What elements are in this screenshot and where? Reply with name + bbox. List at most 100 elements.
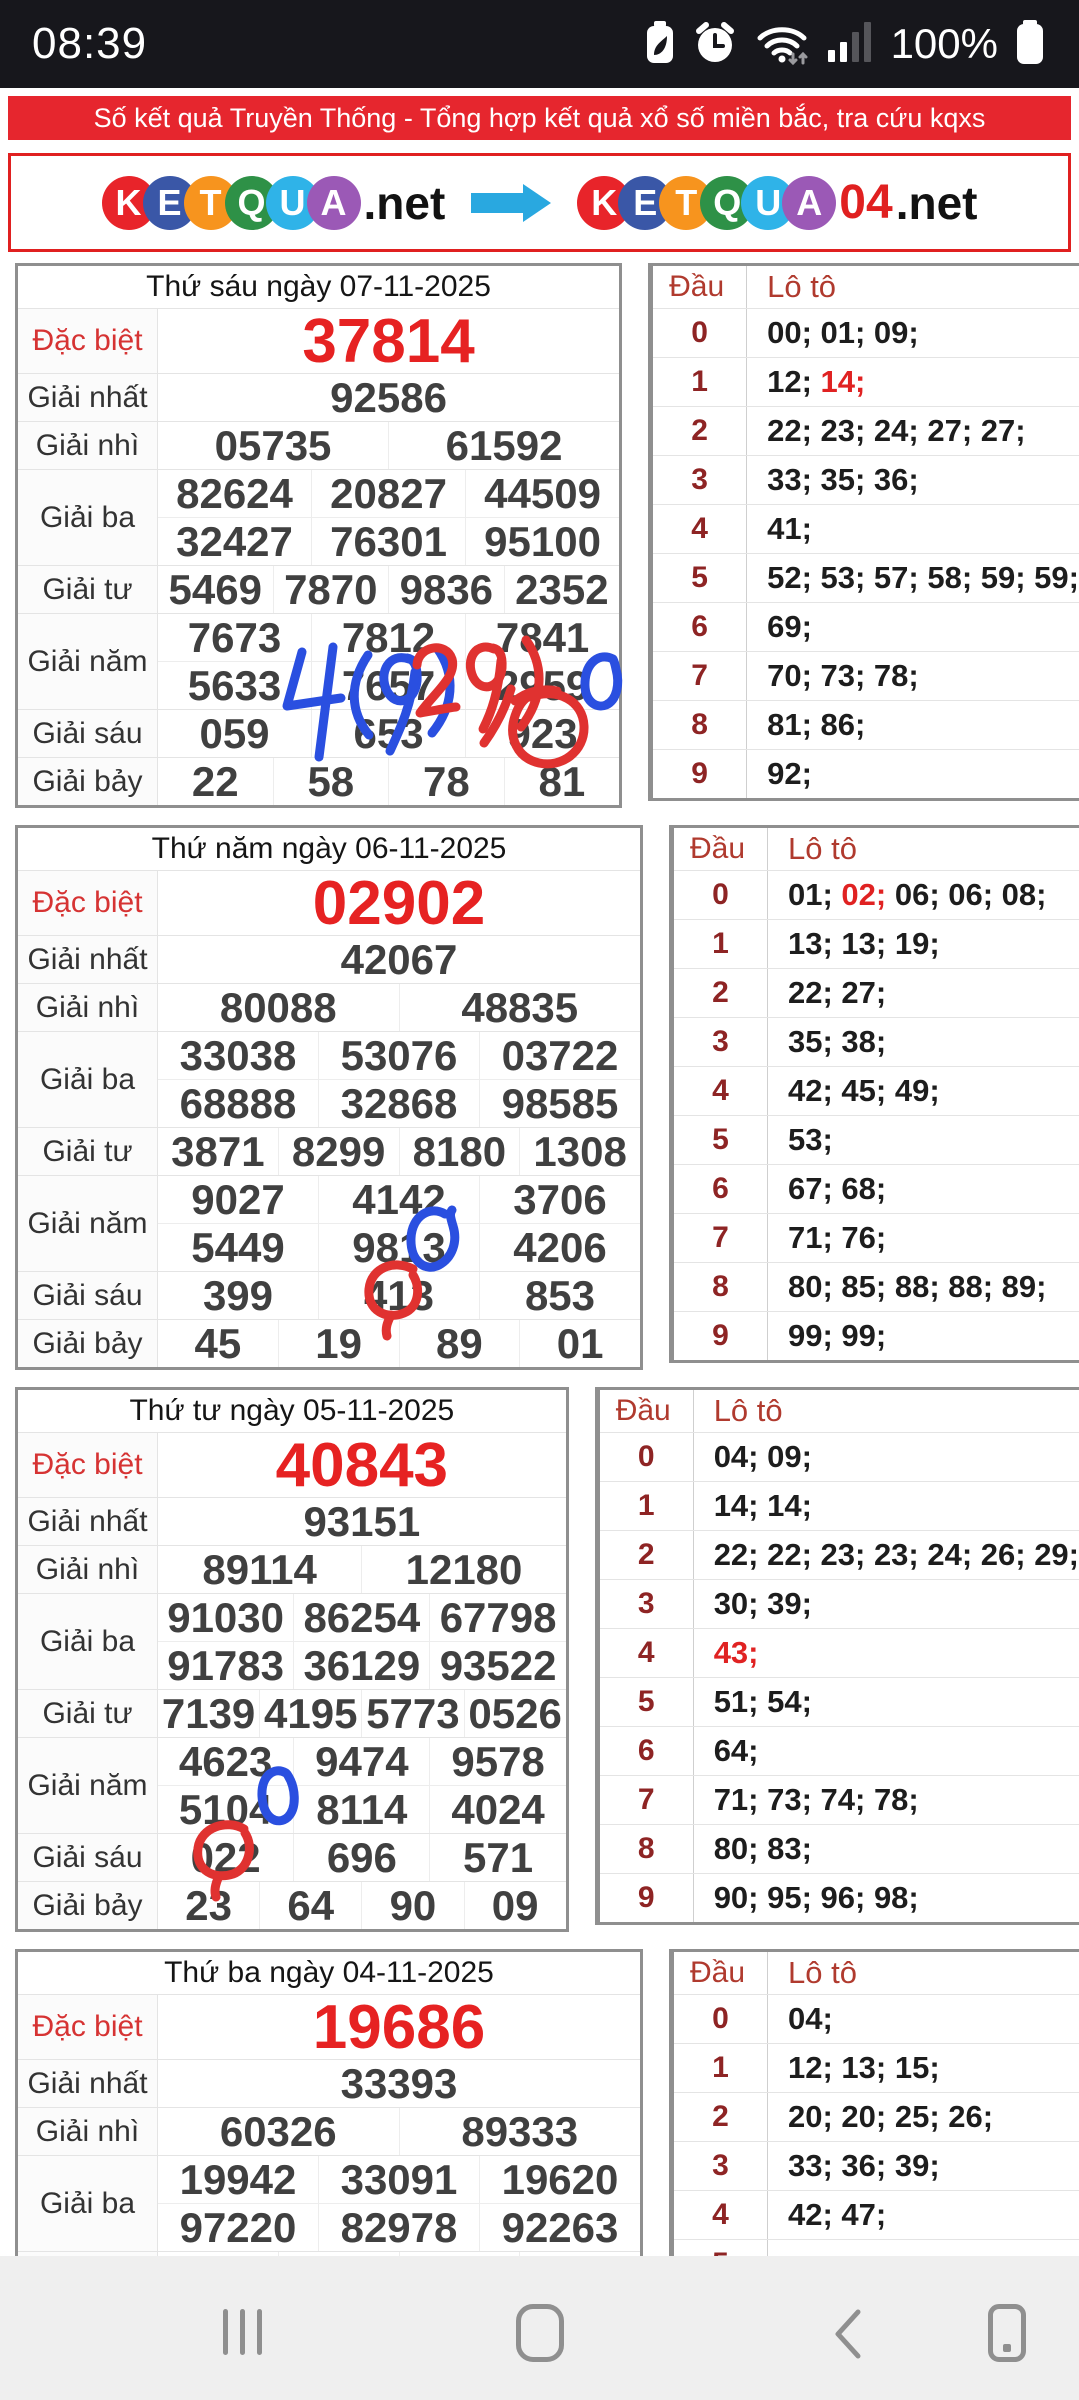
logo-letter-circle: A (306, 175, 361, 230)
loto-values: 00; 01; 09; (767, 315, 919, 350)
prize-number: 20827 (311, 470, 465, 517)
logo-letter-circle: Q (224, 175, 279, 230)
prize-label: Giải nhì (18, 984, 158, 1031)
loto-header-loto: Lô tô (788, 831, 857, 866)
prize-label: Giải nhất (18, 2060, 158, 2107)
result-table: Thứ tư ngày 05-11-2025 Đặc biệt 40843 Giả… (15, 1387, 569, 1932)
loto-header-loto: Lô tô (788, 1955, 857, 1990)
prize-label: Giải nhất (18, 1498, 158, 1545)
prize-number: 91783 (167, 1641, 285, 1689)
logo-banner[interactable]: K E T Q U A .net K E T Q U A 04 .net (8, 153, 1071, 252)
prize-number: 61592 (388, 422, 619, 469)
loto-header-dau: Đầu (600, 1390, 694, 1432)
prize-label: Giải nhì (18, 422, 158, 469)
back-button[interactable] (831, 2306, 863, 2367)
prize-number: 5469 (168, 565, 262, 613)
dau-digit: 4 (674, 1067, 768, 1115)
wifi-icon (753, 18, 811, 71)
prize-number: 12180 (361, 1546, 565, 1593)
ketqua04-net-logo[interactable]: K E T Q U A 04 .net (577, 175, 977, 230)
prize-number: 82978 (318, 2204, 479, 2251)
loto-values: 42; 45; 49; (788, 1073, 940, 1108)
dau-digit: 6 (674, 1165, 768, 1213)
prize-number: 653 (311, 710, 465, 757)
loto-values: 80; 85; 88; 88; 89; (788, 1269, 1047, 1304)
prize-number: 6988 (519, 2252, 640, 2256)
prize-number: 7812 (311, 614, 465, 661)
prize-number: 5633 (187, 661, 282, 709)
loto-values: 12; 14; (767, 364, 866, 399)
site-banner-link[interactable]: Số kết quả Truyền Thống - Tổng hợp kết q… (8, 96, 1071, 140)
prize-number: 98585 (479, 1080, 640, 1127)
dau-digit: 5 (653, 554, 748, 602)
dau-digit: 3 (674, 2142, 768, 2190)
loto-header-dau: Đầu (674, 828, 768, 870)
prize-number: 76301 (311, 518, 465, 565)
ketqua-net-logo[interactable]: K E T Q U A .net (101, 175, 445, 230)
dau-digit: 9 (653, 750, 748, 798)
prize-label: Giải tư (18, 2252, 158, 2256)
status-icons: 100% (643, 17, 1047, 72)
prize-number: 6791 (277, 2252, 399, 2256)
dau-digit: 1 (674, 2044, 768, 2092)
loto-values: 22; 23; 24; 27; 27; (767, 413, 1026, 448)
prize-number: 33091 (318, 2156, 479, 2203)
prize-label: Giải sáu (18, 1834, 158, 1881)
prize-number: 9813 (318, 1224, 479, 1271)
prize-label: Giải năm (18, 614, 158, 709)
loto-values: 20; 20; 25; 26; (788, 2099, 994, 2134)
prize-number: 92586 (330, 373, 447, 421)
prize-label: Đặc biệt (18, 871, 158, 935)
prize-label: Đặc biệt (18, 1995, 158, 2059)
dau-digit: 6 (600, 1727, 694, 1775)
prize-number: 93151 (303, 1497, 421, 1545)
home-button[interactable] (516, 2304, 564, 2362)
result-day-04-11: Thứ ba ngày 04-11-2025 Đặc biệt 19686 Giả… (15, 1949, 1079, 2256)
prize-label: Giải nhì (18, 2108, 158, 2155)
browser-content: Số kết quả Truyền Thống - Tổng hợp kết q… (0, 88, 1079, 2256)
logo-letter-circle: E (142, 175, 197, 230)
loto-values: 30; 39; (713, 1586, 812, 1621)
loto-values: 33; 35; 36; (767, 462, 919, 497)
prize-label: Giải ba (18, 2156, 158, 2251)
prize-number: 95100 (465, 518, 619, 565)
loto-values: 92; (767, 756, 812, 791)
loto-header-dau: Đầu (674, 1952, 768, 1994)
prize-number: 5449 (191, 1223, 285, 1271)
prize-number: 03722 (479, 1032, 640, 1079)
loto-values: 99; 99; (788, 1318, 887, 1353)
prize-number: 78 (388, 758, 504, 805)
prize-number: 48835 (398, 984, 641, 1031)
sim-toggle-button[interactable] (988, 2304, 1026, 2362)
prize-number: 7139 (161, 1689, 256, 1737)
dau-digit: 4 (674, 2191, 768, 2239)
prize-label: Giải ba (18, 1032, 158, 1127)
prize-number: 0526 (463, 1690, 566, 1737)
result-date: Thứ tư ngày 05-11-2025 (129, 1394, 455, 1427)
loto-values: 71; 76; (788, 1220, 887, 1255)
loto-values: 41; (767, 511, 812, 546)
dau-digit: 5 (674, 2240, 768, 2256)
prize-label: Đặc biệt (18, 309, 158, 373)
loto-values: 67; 68; (788, 1171, 887, 1206)
result-date: Thứ năm ngày 06-11-2025 (151, 832, 507, 865)
loto-header-loto: Lô tô (713, 1393, 783, 1428)
result-table: Thứ năm ngày 06-11-2025 Đặc biệt 02902 Gi… (15, 825, 643, 1370)
loto-values (768, 2240, 1079, 2256)
prize-number: 32868 (318, 1080, 479, 1127)
recents-button[interactable] (223, 2309, 262, 2355)
dau-digit: 0 (653, 309, 748, 357)
prize-label: Giải ba (18, 470, 158, 565)
prize-number: 8180 (398, 1128, 520, 1175)
loto-values: 70; 73; 78; (767, 658, 919, 693)
prize-number: 53076 (318, 1032, 479, 1079)
dau-digit: 2 (674, 2093, 768, 2141)
results-list: Thứ sáu ngày 07-11-2025 Đặc biệt 37814 Gi… (0, 263, 1079, 2256)
prize-number: 80088 (219, 983, 337, 1031)
prize-number: 9474 (293, 1738, 429, 1785)
dau-digit: 1 (600, 1482, 694, 1530)
logo-suffix: .net (895, 176, 978, 229)
dau-digit: 6 (653, 603, 748, 651)
prize-number: 60326 (219, 2107, 337, 2155)
